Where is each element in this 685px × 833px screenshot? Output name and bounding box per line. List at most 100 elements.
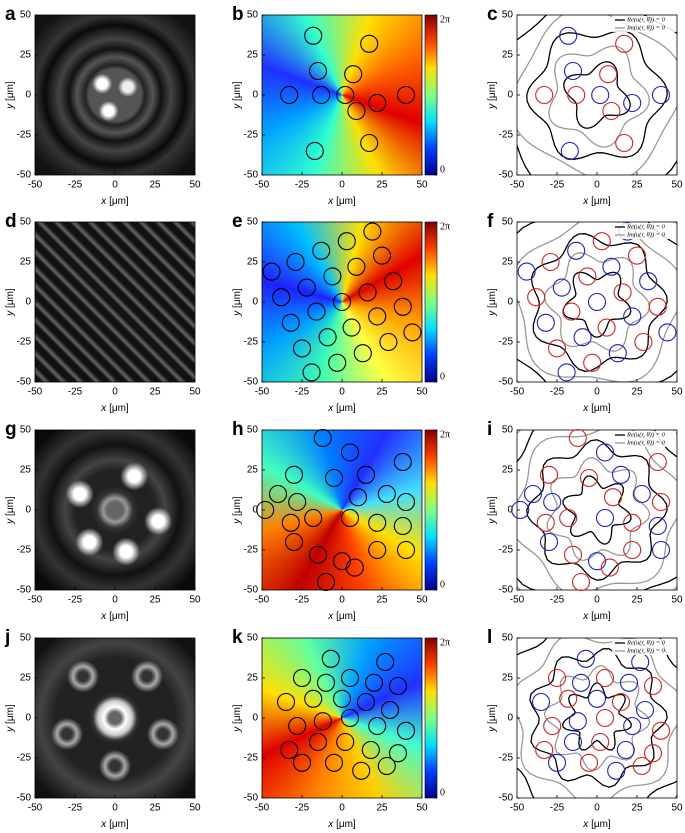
- vortex: [536, 313, 555, 332]
- vortex: [539, 465, 559, 484]
- x-tick-label: 25: [149, 803, 161, 814]
- vortex: [393, 297, 412, 316]
- x-tick-label: 0: [594, 803, 600, 814]
- vortex: [567, 241, 586, 260]
- vortex: [541, 252, 560, 272]
- colorbar-tick-label: 2π: [440, 429, 450, 440]
- x-axis-label: x [μm]: [100, 403, 129, 414]
- panel-letter: h: [232, 419, 244, 440]
- vortex: [307, 302, 326, 321]
- vortex: [615, 34, 634, 53]
- vortex: [571, 572, 591, 592]
- x-tick-label: -25: [68, 387, 83, 398]
- vortex: [292, 753, 312, 772]
- vortex: [543, 716, 562, 736]
- vortex: [648, 516, 667, 536]
- x-tick-label: -50: [255, 180, 270, 191]
- y-tick-label: 0: [25, 713, 31, 724]
- y-tick-label: -50: [499, 793, 514, 804]
- vortex: [562, 302, 581, 321]
- vortex: [527, 288, 546, 307]
- vortex: [268, 484, 288, 504]
- vortex: [360, 34, 379, 53]
- vortex: [379, 332, 398, 352]
- vortex: [396, 721, 416, 740]
- y-tick-label: -25: [499, 130, 514, 141]
- phase-map: [262, 430, 422, 590]
- legend-box: [612, 16, 676, 32]
- y-tick-label: 50: [502, 10, 514, 21]
- y-tick-label: 50: [247, 633, 259, 644]
- x-axis-unit: [μm]: [591, 819, 611, 830]
- vortex: [651, 492, 671, 512]
- vortex: [568, 428, 587, 448]
- vortex: [595, 508, 615, 528]
- vortex: [587, 689, 607, 708]
- panel-letter: b: [232, 4, 244, 25]
- panel-letter: c: [487, 4, 498, 25]
- contour-line: [546, 457, 651, 562]
- x-tick-label: 0: [112, 595, 118, 606]
- x-axis-label: x [μm]: [327, 819, 356, 830]
- vortex: [280, 740, 299, 760]
- colorbar: [424, 429, 438, 591]
- vortex: [308, 732, 328, 752]
- vortex: [363, 222, 382, 241]
- y-tick-label: -50: [244, 585, 259, 596]
- x-axis-unit: [μm]: [591, 196, 611, 207]
- x-tick-label: 0: [594, 595, 600, 606]
- y-tick-label: 50: [247, 10, 259, 21]
- x-axis-unit: [μm]: [109, 611, 129, 622]
- y-axis-symbol: y: [487, 518, 498, 525]
- vortex: [302, 363, 321, 382]
- x-tick-label: -50: [28, 803, 43, 814]
- y-tick-label: -50: [244, 170, 259, 181]
- vortex: [535, 85, 554, 105]
- vortex: [368, 540, 387, 560]
- vortex: [336, 85, 355, 105]
- x-tick-label: 50: [189, 180, 201, 191]
- y-axis-label: y [μm]: [232, 496, 243, 525]
- y-tick-label: -25: [499, 545, 514, 556]
- vortex: [332, 292, 352, 312]
- x-axis-symbol: x: [582, 403, 589, 414]
- x-tick-label: -50: [510, 387, 525, 398]
- vortex: [364, 673, 384, 692]
- contour-line: [562, 682, 632, 751]
- x-axis-label: x [μm]: [582, 819, 611, 830]
- vortex: [340, 443, 360, 462]
- legend-box: [612, 639, 676, 655]
- panel-letter: a: [5, 4, 16, 25]
- vortex: [393, 516, 412, 536]
- y-tick-label: -50: [17, 377, 32, 388]
- vortex: [603, 488, 623, 507]
- x-tick-label: -25: [550, 595, 565, 606]
- x-axis-symbol: x: [582, 611, 589, 622]
- colorbar-tick-label: 0: [440, 787, 445, 798]
- y-axis-symbol: y: [5, 726, 16, 733]
- x-tick-label: 0: [594, 180, 600, 191]
- vortex: [643, 744, 663, 763]
- x-tick-label: -50: [510, 180, 525, 191]
- x-tick-label: 0: [339, 387, 345, 398]
- y-tick-label: 0: [25, 297, 31, 308]
- vortex: [336, 732, 355, 752]
- vortex: [347, 101, 366, 121]
- y-axis-label: y [μm]: [232, 704, 243, 733]
- y-axis-unit: [μm]: [5, 288, 16, 308]
- vortex: [563, 545, 583, 564]
- vortex: [342, 318, 361, 337]
- vortex: [579, 468, 599, 488]
- x-tick-label: -50: [510, 803, 525, 814]
- x-tick-label: 25: [631, 387, 643, 398]
- vortex: [547, 753, 567, 772]
- x-axis-symbol: x: [100, 403, 107, 414]
- y-tick-label: 50: [502, 425, 514, 436]
- plot-frame: [34, 14, 196, 176]
- x-tick-label: 25: [376, 180, 388, 191]
- vortex: [583, 353, 602, 372]
- vortex: [388, 676, 408, 696]
- vortex: [635, 700, 655, 720]
- x-axis-symbol: x: [327, 403, 334, 414]
- vortex: [536, 513, 555, 532]
